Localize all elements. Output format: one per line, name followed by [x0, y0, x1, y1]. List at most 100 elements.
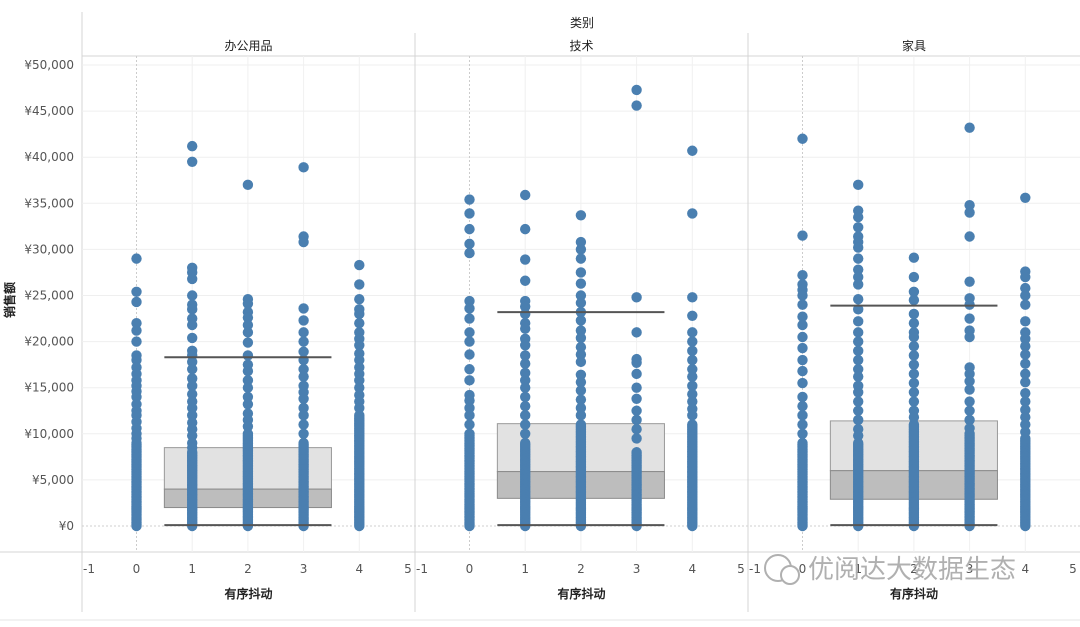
data-point	[575, 236, 587, 248]
data-point	[853, 336, 864, 347]
data-point	[853, 414, 864, 426]
data-point	[464, 336, 475, 347]
data-point	[520, 375, 531, 386]
x-tick-label: 5	[737, 562, 745, 576]
data-point	[520, 358, 531, 369]
x-tick-label: 0	[466, 562, 474, 576]
y-tick-label: ¥10,000	[24, 427, 74, 441]
data-point	[575, 332, 587, 344]
data-point	[687, 371, 698, 382]
data-point	[853, 430, 864, 441]
data-point	[575, 297, 587, 309]
data-point	[797, 419, 808, 430]
data-point	[908, 252, 920, 263]
data-point	[687, 327, 698, 338]
data-point	[908, 396, 920, 407]
data-point	[242, 399, 254, 410]
data-point	[520, 254, 531, 265]
x-tick-label: 4	[1021, 562, 1029, 576]
data-point	[1020, 192, 1031, 203]
data-point	[797, 410, 808, 421]
y-tick-label: ¥20,000	[24, 335, 74, 349]
data-point	[298, 303, 309, 314]
watermark-text: 优阅达大数据生态	[808, 555, 1016, 585]
data-point	[1020, 316, 1031, 327]
data-point	[908, 368, 920, 380]
data-point	[187, 402, 198, 414]
data-point	[631, 327, 642, 338]
data-point	[1020, 349, 1031, 360]
data-point	[1020, 396, 1031, 407]
data-point	[298, 336, 309, 347]
x-tick-label: 5	[404, 562, 412, 576]
data-point	[631, 414, 642, 426]
data-point	[131, 286, 142, 298]
data-point	[575, 325, 587, 336]
data-point	[797, 354, 808, 366]
y-tick-label: ¥0	[59, 519, 74, 533]
data-point	[964, 207, 975, 218]
data-point	[242, 350, 254, 361]
data-point	[687, 145, 698, 156]
data-point	[298, 393, 309, 404]
data-point	[797, 133, 808, 144]
x-tick-label: 4	[688, 562, 696, 576]
data-point	[242, 365, 254, 377]
x-tick-label: 3	[633, 562, 641, 576]
data-point	[853, 211, 864, 223]
data-point	[520, 340, 531, 351]
y-tick-label: ¥30,000	[24, 242, 74, 256]
data-point	[853, 371, 864, 382]
data-point	[131, 433, 142, 444]
data-point	[464, 313, 475, 324]
x-axis-title: 有序抖动	[224, 586, 272, 601]
y-tick-label: ¥50,000	[24, 58, 74, 72]
data-point	[908, 308, 920, 320]
x-axis-title: 有序抖动	[890, 586, 938, 601]
y-axis-title: 销售额	[2, 282, 17, 318]
data-point	[631, 382, 642, 393]
data-point	[575, 315, 587, 326]
data-point	[575, 253, 587, 264]
data-point	[354, 279, 365, 290]
data-point	[464, 428, 475, 439]
data-point	[797, 319, 808, 331]
data-point	[797, 331, 808, 343]
data-point	[242, 391, 254, 403]
data-point	[464, 419, 475, 430]
data-point	[187, 332, 198, 344]
data-point	[908, 350, 920, 361]
data-point	[354, 308, 365, 320]
data-point	[575, 402, 587, 414]
data-point	[1020, 388, 1031, 399]
data-point	[187, 140, 198, 152]
data-point	[853, 327, 864, 338]
data-point	[520, 410, 531, 421]
data-point	[131, 317, 142, 329]
x-tick-label: -1	[749, 562, 761, 576]
data-point	[187, 290, 198, 301]
data-point	[964, 423, 975, 434]
x-tick-label: 1	[521, 562, 529, 576]
data-point	[298, 236, 309, 248]
data-point	[575, 341, 587, 353]
data-point	[964, 199, 975, 211]
data-point	[187, 156, 198, 168]
data-point	[687, 354, 698, 366]
data-point	[187, 373, 198, 384]
data-point	[298, 410, 309, 421]
data-point	[908, 317, 920, 329]
data-point	[354, 375, 365, 386]
data-point	[631, 393, 642, 404]
data-point	[464, 247, 475, 259]
data-point	[298, 327, 309, 338]
data-point	[520, 428, 531, 439]
data-point	[242, 327, 254, 338]
data-point	[964, 276, 975, 287]
data-point	[575, 369, 587, 380]
data-point	[575, 385, 587, 396]
data-point	[242, 375, 254, 386]
data-point	[964, 384, 975, 395]
data-point	[187, 273, 198, 285]
facet-header-title: 类别	[570, 16, 594, 30]
